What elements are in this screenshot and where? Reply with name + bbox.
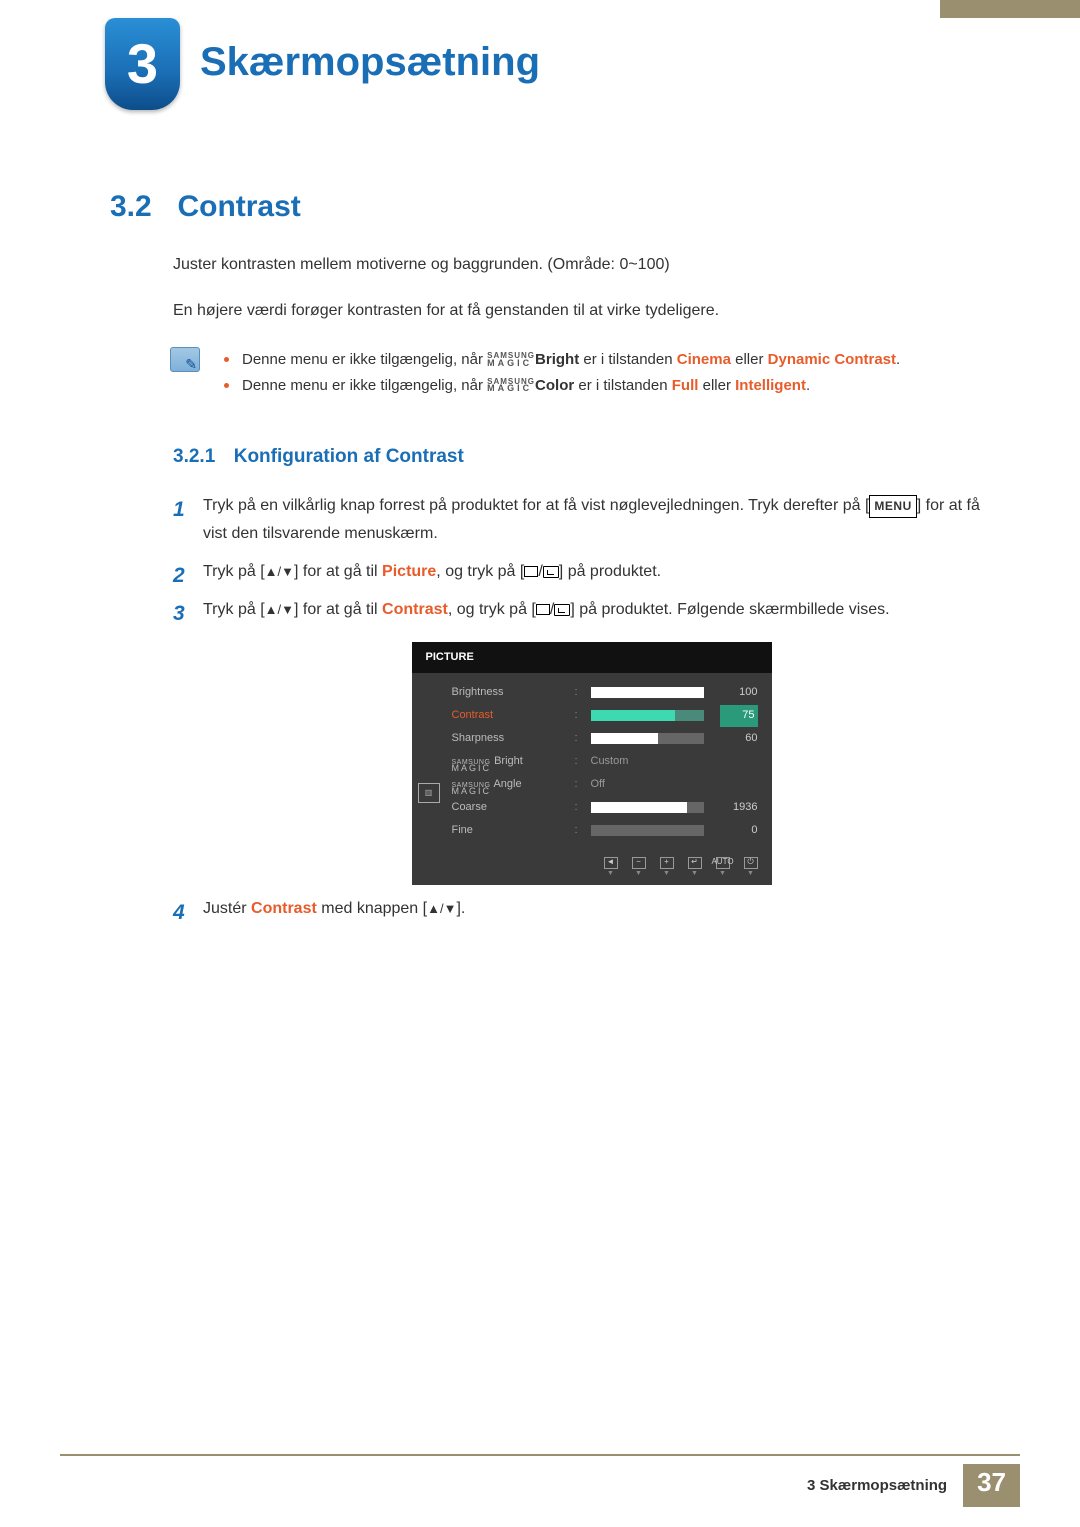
enter-icon [554,604,570,616]
osd-row: Brightness:100 [452,681,758,704]
chapter-title: Skærmopsætning [200,40,540,85]
osd-screenshot: PICTURE ▥ Brightness:100Contrast:75Sharp… [412,642,772,885]
page-content: 3.2 Contrast Juster kontrasten mellem mo… [110,190,980,933]
step-1: 1 Tryk på en vilkårlig knap forrest på p… [173,492,980,548]
steps-list: 1 Tryk på en vilkårlig knap forrest på p… [173,492,980,923]
osd-row: SAMSUNGMAGIC Bright:Custom [452,750,758,773]
section-title: Contrast [177,190,300,223]
osd-footer-button: ◄▼ [604,857,618,877]
top-accent-bar [940,0,1080,18]
osd-footer-button: AUTO▼ [716,857,730,877]
enter-icon [543,566,559,578]
samsung-magic-label: SAMSUNGMAGIC [487,379,535,393]
page-footer: 3 Skærmopsætning 37 [60,1454,1020,1507]
osd-items: Brightness:100Contrast:75Sharpness:60SAM… [446,673,772,852]
footer-chapter-label: 3 Skærmopsætning [807,1477,947,1494]
osd-row: SAMSUNGMAGIC Angle:Off [452,773,758,796]
up-down-arrow-icon: ▲/▼ [427,901,456,916]
menu-button-icon: MENU [869,495,916,518]
subsection-number: 3.2.1 [173,446,215,467]
up-down-arrow-icon: ▲/▼ [265,564,294,579]
osd-footer-buttons: ◄▼ −▼ +▼ ↵▼ AUTO▼ ⏻▼ [412,852,772,885]
intro-paragraph-2: En højere værdi forøger kontrasten for a… [173,298,980,324]
osd-footer-button: ↵▼ [688,857,702,877]
section-number: 3.2 [110,190,173,224]
osd-left-rail: ▥ [412,673,446,852]
osd-footer-button: −▼ [632,857,646,877]
section-heading: 3.2 Contrast [110,190,980,224]
note-block: Denne menu er ikke tilgængelig, når SAMS… [170,347,980,398]
intro-paragraph-1: Juster kontrasten mellem motiverne og ba… [173,252,980,278]
subsection-title: Konfiguration af Contrast [234,446,464,467]
chapter-number-badge: 3 [105,18,180,110]
osd-footer-button: +▼ [660,857,674,877]
footer-page-number: 37 [963,1464,1020,1507]
osd-row: Fine:0 [452,819,758,842]
rect-icon [524,566,538,577]
step-2: 2 Tryk på [▲/▼] for at gå til Picture, o… [173,558,980,586]
samsung-magic-label: SAMSUNGMAGIC [487,353,535,367]
subsection-heading: 3.2.1 Konfiguration af Contrast [173,446,980,468]
osd-row: Contrast:75 [452,704,758,727]
rect-icon [536,604,550,615]
up-down-arrow-icon: ▲/▼ [265,602,294,617]
note-icon [170,347,200,372]
osd-header: PICTURE [412,642,772,673]
step-3: 3 Tryk på [▲/▼] for at gå til Contrast, … [173,596,980,885]
note-item-2: Denne menu er ikke tilgængelig, når SAMS… [220,373,900,399]
osd-row: Sharpness:60 [452,727,758,750]
osd-footer-button: ⏻▼ [744,857,758,877]
step-4: 4 Justér Contrast med knappen [▲/▼]. [173,895,980,923]
osd-row: Coarse:1936 [452,796,758,819]
note-item-1: Denne menu er ikke tilgængelig, når SAMS… [220,347,900,373]
osd-category-icon: ▥ [418,783,440,803]
